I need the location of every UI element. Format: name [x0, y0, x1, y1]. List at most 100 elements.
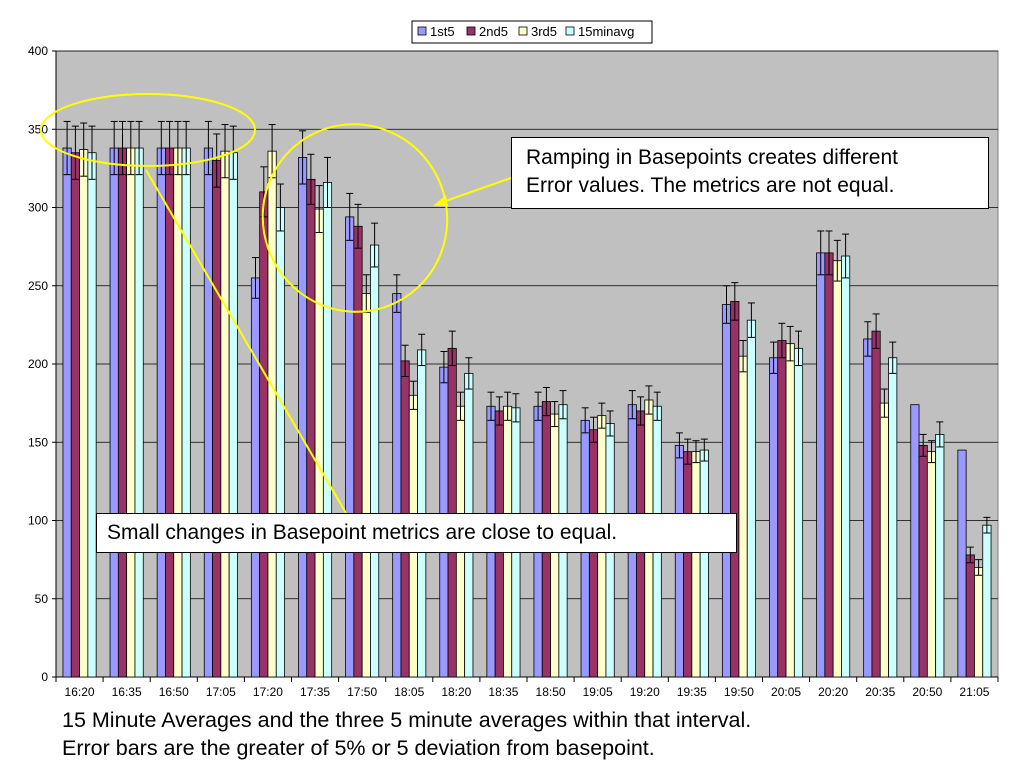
x-tick-label: 18:50	[536, 685, 566, 699]
y-tick-label: 400	[28, 44, 48, 58]
bar-15minavg	[322, 182, 333, 678]
bar-2nd5	[965, 554, 975, 678]
bar-2nd5	[165, 147, 175, 678]
callout-arrow-line	[436, 177, 512, 205]
bar-15minavg	[746, 319, 756, 678]
bar-2nd5	[70, 152, 80, 678]
x-tick-label: 19:35	[677, 685, 707, 699]
x-tick-label: 17:35	[300, 685, 330, 699]
caption-line-2: Error bars are the greater of 5% or 5 de…	[62, 736, 655, 760]
callout-ramping: Ramping in Basepoints creates different …	[511, 137, 989, 209]
bar-15minavg	[275, 207, 285, 678]
callout-ramping-line2: Error values. The metrics are not equal.	[526, 174, 895, 197]
bar-3rd5	[974, 567, 984, 678]
bar-15minavg	[793, 347, 804, 678]
bar-3rd5	[926, 451, 937, 678]
x-tick-label: 19:05	[583, 685, 613, 699]
x-tick-label: 18:20	[441, 685, 471, 699]
bar-15minavg	[935, 434, 945, 678]
y-tick-label: 150	[28, 435, 48, 449]
legend-swatch-3rd5	[518, 26, 528, 36]
highlight-ellipse-left	[40, 93, 256, 167]
bar-2nd5	[730, 300, 740, 678]
bar-1st5	[674, 444, 684, 678]
x-tick-label: 20:05	[771, 685, 801, 699]
caption-line-1: 15 Minute Averages and the three 5 minut…	[62, 708, 752, 732]
annotations	[40, 93, 512, 514]
y-tick-label: 100	[28, 514, 48, 528]
x-tick-label: 16:35	[112, 685, 142, 699]
x-tick-label: 19:50	[724, 685, 754, 699]
callout-ramping-line1: Ramping in Basepoints creates different	[526, 146, 898, 169]
x-tick-label: 17:20	[253, 685, 283, 699]
x-tick-label: 17:50	[347, 685, 377, 699]
bar-3rd5	[691, 451, 701, 678]
bar-15minavg	[134, 147, 144, 678]
bar-2nd5	[259, 191, 269, 678]
x-tick-label: 20:50	[912, 685, 942, 699]
x-tick-label: 19:20	[630, 685, 660, 699]
bar-2nd5	[353, 225, 363, 678]
bar-3rd5	[220, 150, 230, 678]
bar-1st5	[345, 216, 355, 678]
legend-swatch-1st5	[417, 26, 427, 36]
legend-label-3rd5: 3rd5	[531, 24, 557, 39]
bar-1st5	[62, 147, 72, 678]
bar-2nd5	[777, 340, 787, 678]
bar-15minavg	[888, 357, 898, 678]
callout-arrowhead	[433, 195, 448, 206]
y-tick-label: 350	[28, 122, 48, 136]
bar-1st5	[156, 147, 166, 678]
x-tick-label: 21:05	[959, 685, 989, 699]
callout-pointer-line	[145, 169, 347, 514]
bar-3rd5	[879, 402, 889, 678]
callout-small-changes: Small changes in Basepoint metrics are c…	[96, 513, 737, 553]
y-tick-label: 300	[28, 201, 48, 215]
bar-2nd5	[871, 330, 881, 678]
bar-3rd5	[267, 150, 277, 678]
x-tick-label: 18:35	[488, 685, 518, 699]
y-tick-label: 250	[28, 279, 48, 293]
bar-3rd5	[314, 208, 324, 678]
x-tick-label: 18:05	[394, 685, 424, 699]
legend-label-1st5: 1st5	[430, 24, 455, 39]
highlight-ellipse-ramping	[261, 123, 449, 313]
bar-1st5	[203, 147, 213, 678]
bar-2nd5	[212, 160, 222, 678]
bar-1st5	[250, 277, 261, 678]
bar-3rd5	[126, 147, 136, 678]
bar-3rd5	[361, 293, 371, 678]
y-tick-label: 0	[41, 670, 48, 684]
bar-1st5	[392, 293, 402, 678]
bar-15minavg	[841, 255, 851, 678]
bar-1st5	[910, 404, 920, 678]
x-tick-label: 16:50	[159, 685, 189, 699]
bar-1st5	[816, 252, 826, 678]
x-tick-label: 17:05	[206, 685, 236, 699]
x-tick-label: 20:20	[818, 685, 848, 699]
bar-1st5	[721, 304, 732, 678]
bar-15minavg	[181, 147, 191, 678]
bar-1st5	[957, 449, 967, 678]
legend-swatch-15minavg	[565, 26, 575, 36]
bar-2nd5	[824, 252, 834, 678]
bar-15minavg	[982, 524, 992, 678]
bar-2nd5	[306, 178, 316, 678]
bar-2nd5	[683, 451, 693, 678]
x-tick-label: 20:35	[865, 685, 895, 699]
x-tick-label: 16:20	[65, 685, 95, 699]
bar-15minavg	[699, 449, 709, 678]
legend-box	[411, 20, 653, 44]
legend-label-15minavg: 15minavg	[578, 24, 634, 39]
bar-1st5	[769, 357, 779, 678]
legend-swatch-2nd5	[466, 26, 476, 36]
bar-2nd5	[918, 444, 928, 678]
bar-1st5	[298, 157, 308, 678]
bar-1st5	[863, 338, 873, 678]
bar-3rd5	[738, 355, 748, 678]
bar-1st5	[109, 147, 119, 678]
bar-3rd5	[173, 147, 183, 678]
legend-label-2nd5: 2nd5	[479, 24, 508, 39]
bar-2nd5	[117, 147, 128, 678]
